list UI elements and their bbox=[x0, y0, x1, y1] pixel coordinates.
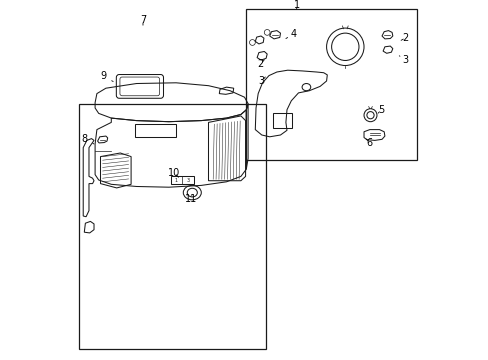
Bar bbox=[79, 104, 265, 349]
Text: 5: 5 bbox=[377, 105, 384, 115]
Text: 8: 8 bbox=[81, 134, 94, 144]
Text: 7: 7 bbox=[140, 15, 146, 25]
Text: 11: 11 bbox=[185, 194, 197, 204]
Text: 9: 9 bbox=[100, 71, 113, 81]
Text: 10: 10 bbox=[168, 168, 180, 178]
Text: 3: 3 bbox=[186, 177, 189, 183]
Bar bbox=[272, 113, 292, 128]
Text: 1: 1 bbox=[293, 0, 299, 10]
Text: 2: 2 bbox=[257, 59, 264, 69]
Text: 3: 3 bbox=[258, 76, 265, 86]
Text: 4: 4 bbox=[285, 29, 296, 39]
Bar bbox=[246, 9, 416, 160]
Text: 1: 1 bbox=[174, 177, 177, 183]
Text: 3: 3 bbox=[399, 55, 408, 66]
Text: 2: 2 bbox=[400, 33, 408, 43]
Text: 6: 6 bbox=[366, 138, 372, 148]
